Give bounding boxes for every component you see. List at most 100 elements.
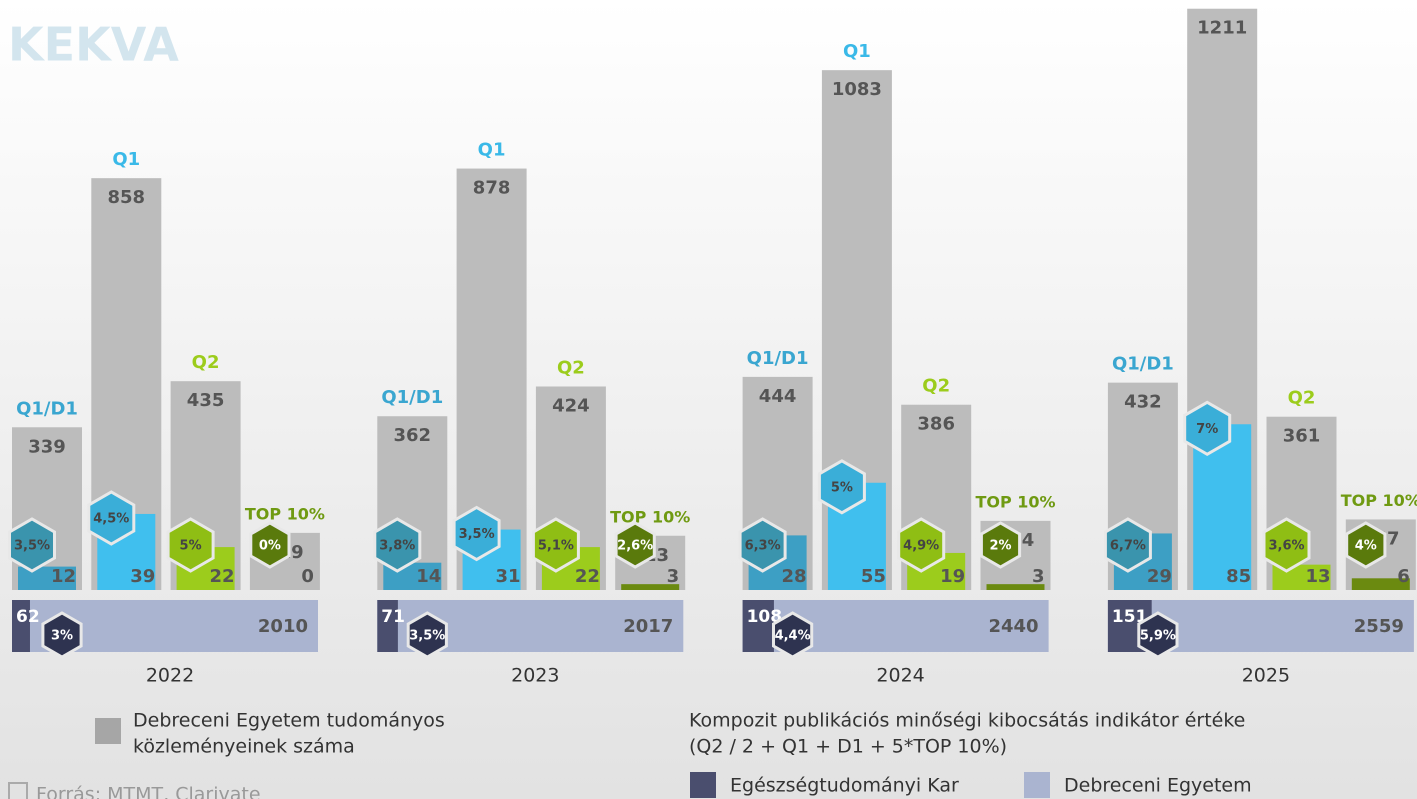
composite-total-label: 2440 xyxy=(988,616,1038,637)
share-label: 5,1% xyxy=(538,539,574,554)
faculty-bar xyxy=(986,584,1045,590)
faculty-label: 22 xyxy=(575,566,600,587)
share-label: 2,6% xyxy=(617,539,653,554)
share-label: 3,6% xyxy=(1268,539,1304,554)
faculty-bar xyxy=(18,566,76,590)
composite-faculty-label: 108 xyxy=(747,607,783,627)
total-label: 878 xyxy=(473,178,511,199)
faculty-label: 13 xyxy=(1305,566,1330,587)
share-label: 6,7% xyxy=(1110,539,1146,554)
share-label: 5% xyxy=(831,480,853,495)
composite-share-hexagon xyxy=(1137,611,1179,659)
total-label: 858 xyxy=(108,187,146,208)
category-label: Q1/D1 xyxy=(1112,354,1174,375)
composite-share-label: 3% xyxy=(51,629,73,644)
total-label: 432 xyxy=(1124,392,1162,413)
faculty-label: 29 xyxy=(1147,566,1172,587)
share-hexagon xyxy=(452,505,501,562)
share-hexagon xyxy=(738,517,787,573)
share-label: 7% xyxy=(1196,422,1218,437)
share-label: 3,5% xyxy=(14,539,50,554)
faculty-label: 39 xyxy=(130,566,155,587)
share-label: 4% xyxy=(1355,539,1377,554)
share-label: 4,9% xyxy=(903,539,939,554)
total-label: 444 xyxy=(759,386,797,407)
faculty-label: 3 xyxy=(1032,566,1045,587)
total-label: 386 xyxy=(917,414,955,435)
share-hexagon xyxy=(87,490,136,546)
share-hexagon xyxy=(373,517,422,573)
total-label: 1083 xyxy=(832,79,882,100)
share-label: 4,5% xyxy=(93,511,129,526)
total-label: 424 xyxy=(552,395,590,416)
legend-title: Kompozit publikációs minőségi kibocsátás… xyxy=(689,710,1245,732)
faculty-label: 19 xyxy=(940,566,965,587)
faculty-label: 6 xyxy=(1397,566,1410,587)
source-icon xyxy=(8,782,28,799)
category-label: Q2 xyxy=(557,357,585,378)
legend-text: Debreceni Egyetem tudományos xyxy=(133,710,445,732)
share-hexagon xyxy=(1262,517,1311,573)
composite-faculty-label: 62 xyxy=(16,607,40,627)
total-label: 361 xyxy=(1283,426,1321,447)
share-label: 0% xyxy=(259,539,281,554)
share-hexagon xyxy=(817,459,866,515)
category-label: TOP 10% xyxy=(1341,491,1417,510)
category-label: Q1 xyxy=(112,149,140,170)
total-label: 339 xyxy=(28,436,66,457)
composite-faculty-bar xyxy=(377,600,398,652)
legend-text: Egészségtudományi Kar xyxy=(730,775,959,797)
share-label: 5% xyxy=(180,539,202,554)
faculty-label: 28 xyxy=(782,566,807,587)
legend-swatch xyxy=(690,772,716,798)
legend-text: Debreceni Egyetem xyxy=(1064,775,1252,797)
share-hexagon xyxy=(8,517,56,573)
share-hexagon xyxy=(897,517,946,573)
year-label: 2025 xyxy=(1242,665,1290,687)
composite-faculty-bar xyxy=(12,600,30,652)
category-label: TOP 10% xyxy=(610,507,690,526)
category-label: Q1 xyxy=(843,41,871,62)
share-hexagon xyxy=(166,517,215,573)
year-label: 2023 xyxy=(511,665,559,687)
composite-total-label: 2017 xyxy=(623,616,673,637)
composite-total-label: 2559 xyxy=(1354,616,1404,637)
category-label: Q2 xyxy=(192,352,220,373)
category-label: Q1/D1 xyxy=(16,398,78,419)
category-label: Q2 xyxy=(1288,388,1316,409)
composite-faculty-label: 151 xyxy=(1112,607,1148,627)
composite-total-label: 2010 xyxy=(258,616,308,637)
legend-text: közleményeinek száma xyxy=(133,736,355,758)
year-label: 2022 xyxy=(146,665,194,687)
faculty-label: 14 xyxy=(416,566,441,587)
share-hexagon xyxy=(249,521,291,569)
total-label: 435 xyxy=(187,390,225,411)
share-label: 6,3% xyxy=(745,539,781,554)
share-label: 3,5% xyxy=(459,527,495,542)
total-label: 362 xyxy=(394,425,432,446)
brand: KEKVA xyxy=(8,18,179,72)
composite-faculty-bar xyxy=(742,600,774,652)
category-label: Q1/D1 xyxy=(747,348,809,369)
legend-swatch xyxy=(95,718,121,744)
category-label: Q1/D1 xyxy=(381,387,443,408)
faculty-label: 0 xyxy=(301,566,314,587)
share-hexagon xyxy=(1103,517,1152,573)
composite-share-hexagon xyxy=(772,611,814,659)
share-label: 2% xyxy=(989,539,1011,554)
category-label: TOP 10% xyxy=(245,504,325,523)
faculty-label: 12 xyxy=(51,566,76,587)
category-label: Q1 xyxy=(478,140,506,161)
composite-share-hexagon xyxy=(406,611,448,659)
category-label: TOP 10% xyxy=(975,492,1055,511)
composite-share-label: 4,4% xyxy=(775,629,811,644)
faculty-label: 3 xyxy=(667,566,680,587)
category-label: Q2 xyxy=(922,376,950,397)
share-hexagon xyxy=(614,521,656,569)
composite-share-label: 3,5% xyxy=(409,629,445,644)
category-label: Q1 xyxy=(1208,0,1236,1)
legend-swatch xyxy=(1024,772,1050,798)
share-hexagon xyxy=(979,521,1022,569)
